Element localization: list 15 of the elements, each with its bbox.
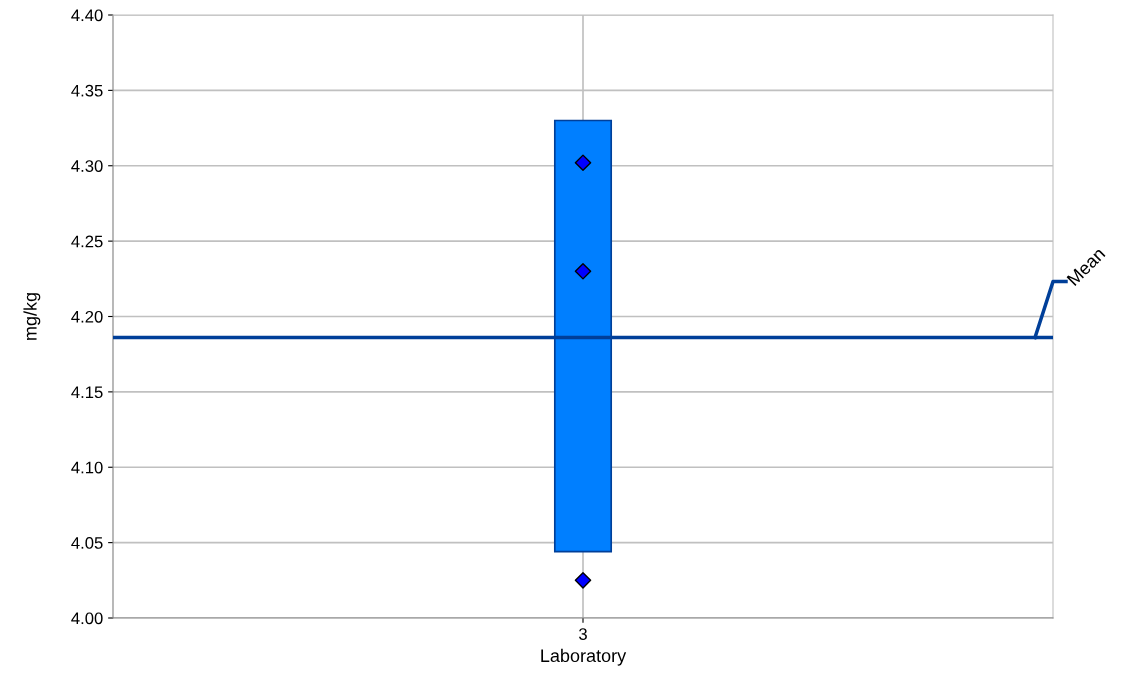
y-tick-label: 4.00 [71, 612, 103, 625]
point [574, 154, 592, 172]
y-tick-label: 4.20 [71, 310, 103, 323]
x-axis-title: Laboratory [541, 648, 627, 666]
y-tick-label: 4.05 [71, 537, 103, 549]
y-tick-label: 4.25 [71, 235, 103, 248]
x-tick-label: 3 [579, 628, 587, 640]
point [574, 572, 592, 589]
point [574, 262, 592, 280]
y-tick-label: 4.40 [71, 9, 103, 22]
y-tick-label: 4.10 [71, 461, 103, 474]
y-tick-label: 4.35 [71, 84, 103, 97]
y-tick-label: 4.30 [71, 160, 103, 172]
y-tick-label: 4.15 [71, 386, 103, 399]
y-axis-title: mg/kg [23, 293, 41, 340]
